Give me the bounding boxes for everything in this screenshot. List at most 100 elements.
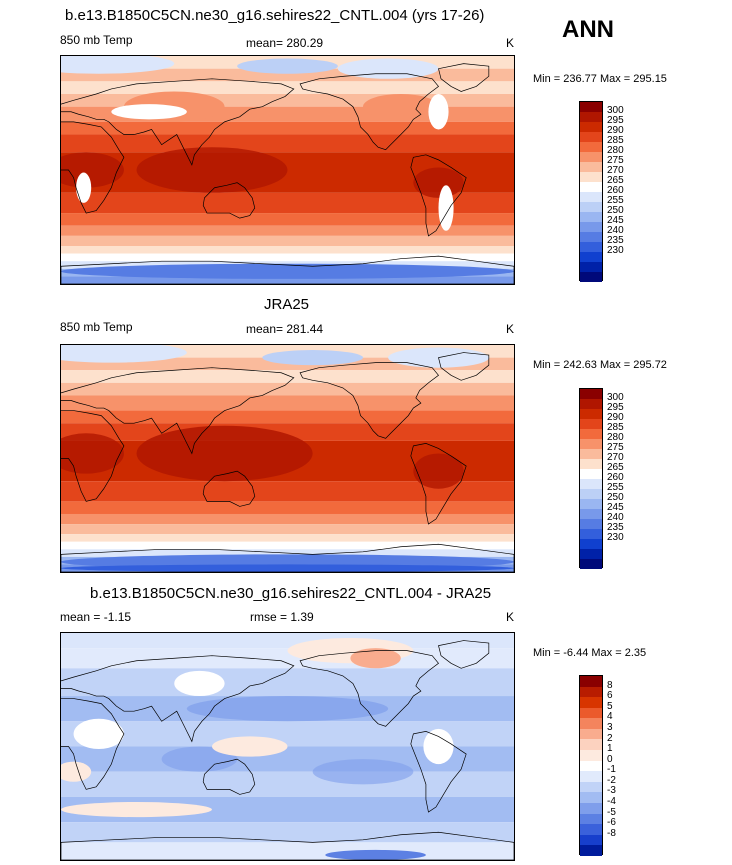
coastline (61, 698, 125, 790)
colorbar-swatch (580, 202, 602, 212)
field-region (325, 849, 426, 860)
field-band (61, 822, 514, 843)
colorbar-swatch (580, 479, 602, 489)
colorbar-tick-label: 290 (607, 412, 624, 423)
panel2-minmax: Min = 242.63 Max = 295.72 (533, 359, 667, 371)
colorbar-swatch (580, 802, 602, 814)
colorbar-tick-label: 275 (607, 155, 624, 166)
panel2-variable: 850 mb Temp (60, 320, 133, 334)
coastline (299, 650, 439, 727)
colorbar-tick-label: 230 (607, 245, 624, 256)
colorbar-tick-label: 280 (607, 432, 624, 443)
field-region (61, 433, 124, 474)
colorbar-swatch (580, 449, 602, 459)
colorbar-swatch (580, 162, 602, 172)
colorbar-swatch (580, 389, 602, 399)
field-region (136, 147, 288, 193)
colorbar-swatch (580, 439, 602, 449)
map-field (61, 345, 514, 572)
colorbar-swatch (580, 102, 602, 112)
colorbar-swatch (580, 718, 602, 729)
map-field (61, 633, 514, 860)
map-field (61, 56, 514, 284)
colorbar-tick-label: 245 (607, 215, 624, 226)
colorbar-tick-label: 285 (607, 135, 624, 146)
colorbar-swatch (580, 242, 602, 252)
field-region (73, 718, 124, 750)
field-region (161, 746, 238, 772)
colorbar-tick-label: 260 (607, 185, 624, 196)
field-band (61, 121, 514, 135)
colorbar-tick-label: 265 (607, 462, 624, 473)
field-region (61, 761, 92, 782)
colorbar-swatch (580, 760, 602, 772)
field-region (413, 453, 464, 489)
field-band (61, 370, 514, 383)
colorbar-tick-label: 235 (607, 522, 624, 533)
colorbar-swatch (580, 686, 602, 698)
colorbar-swatch (580, 272, 602, 282)
colorbar-tick-label: -4 (607, 796, 616, 808)
colorbar-swatch (580, 152, 602, 162)
field-region (186, 696, 389, 722)
colorbar-swatch (580, 739, 602, 751)
field-band (61, 395, 514, 411)
field-region (212, 736, 288, 757)
panel3-unit: K (506, 610, 515, 624)
colorbar-tick-label: -3 (607, 785, 616, 797)
coastline (61, 367, 295, 455)
colorbar-swatch (580, 232, 602, 242)
field-region (428, 94, 449, 130)
colorbar-tick-label: 270 (607, 165, 624, 176)
coastline (438, 640, 490, 669)
panel2-colorbar (579, 388, 603, 569)
coastline (61, 255, 514, 284)
colorbar-tick-label: -2 (607, 774, 616, 786)
colorbar-swatch (580, 728, 602, 740)
coastline (61, 78, 295, 166)
field-region (61, 345, 187, 363)
field-band (61, 276, 514, 284)
colorbar-tick-label: -8 (607, 827, 616, 839)
colorbar-tick-label: 270 (607, 452, 624, 463)
field-band (61, 410, 514, 424)
colorbar-tick-label: 295 (607, 115, 624, 126)
field-band (61, 235, 514, 246)
field-band (61, 81, 514, 94)
colorbar-tick-label: 300 (607, 105, 624, 116)
colorbar-swatch (580, 132, 602, 142)
colorbar-tick-label: 245 (607, 502, 624, 513)
colorbar-swatch (580, 676, 602, 687)
colorbar-tick-label: 240 (607, 225, 624, 236)
field-region (61, 263, 514, 279)
field-region (423, 728, 454, 765)
colorbar-swatch (580, 429, 602, 439)
panel2-unit: K (506, 322, 515, 336)
colorbar-tick-label: 240 (607, 512, 624, 523)
coastline (61, 410, 125, 502)
field-region (61, 56, 175, 74)
coastline (202, 182, 256, 219)
panel2-mean: mean= 281.44 (246, 322, 324, 336)
colorbar-tick-label: 230 (607, 532, 624, 543)
coastline (61, 655, 295, 743)
colorbar-tick-label: 1 (607, 743, 613, 755)
colorbar-tick-label: 8 (607, 679, 613, 691)
colorbar-swatch (580, 707, 602, 719)
coastline (438, 63, 490, 92)
coastline (202, 758, 256, 795)
colorbar-tick-label: 275 (607, 442, 624, 453)
colorbar-tick-label: 6 (607, 690, 613, 702)
coastline (410, 731, 467, 813)
panel1-mean: mean= 280.29 (246, 36, 324, 50)
coastline (299, 73, 439, 151)
panel3-title: b.e13.B1850C5CN.ne30_g16.sehires22_CNTL.… (90, 585, 492, 602)
panel3-colorbar (579, 675, 603, 856)
field-region (174, 670, 225, 697)
colorbar-swatch (580, 697, 602, 708)
colorbar-swatch (580, 112, 602, 122)
colorbar-swatch (580, 750, 602, 761)
colorbar-tick-label: 255 (607, 482, 624, 493)
panel2-title: JRA25 (264, 296, 310, 313)
colorbar-tick-label: 285 (607, 422, 624, 433)
